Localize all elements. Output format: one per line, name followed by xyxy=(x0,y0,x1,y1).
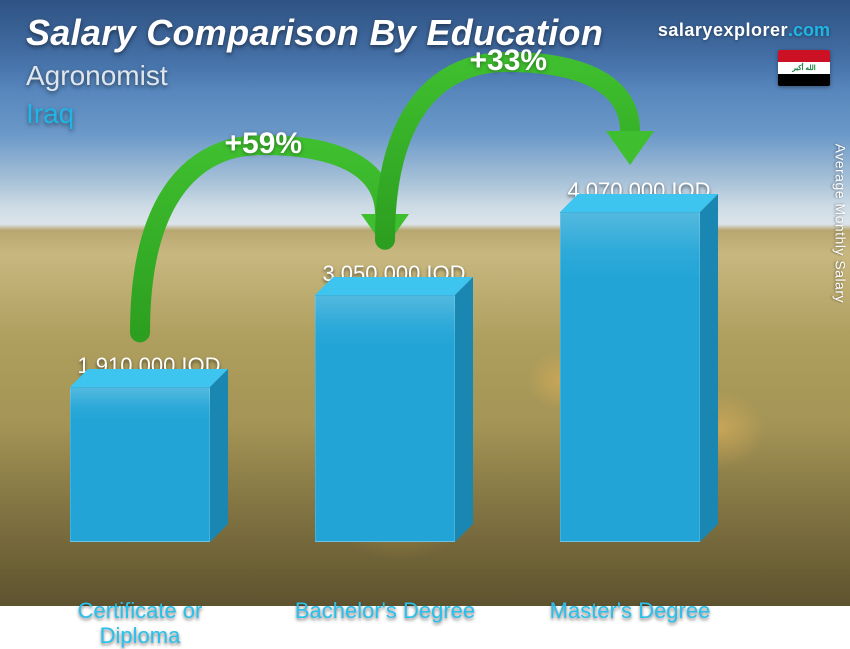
bar-side xyxy=(455,277,473,542)
job-title: Agronomist xyxy=(26,60,603,92)
country-name: Iraq xyxy=(26,98,603,130)
bar-side xyxy=(210,369,228,542)
flag-stripe-red xyxy=(778,50,830,62)
brand-tld: .com xyxy=(788,20,830,40)
bar-3d xyxy=(70,387,228,542)
y-axis-label: Average Monthly Salary xyxy=(832,144,848,303)
brand-name: salaryexplorer xyxy=(658,20,788,40)
bar-front xyxy=(70,387,210,542)
page-title: Salary Comparison By Education xyxy=(26,12,603,54)
flag-takbir: الله أكبر xyxy=(792,64,815,72)
flag-stripe-black xyxy=(778,74,830,86)
category-label: Master's Degree xyxy=(530,598,730,623)
bar-side xyxy=(700,194,718,542)
iraq-flag-icon: الله أكبر xyxy=(778,50,830,86)
increase-pct: +59% xyxy=(225,127,303,161)
category-label: Bachelor's Degree xyxy=(285,598,485,623)
brand: salaryexplorer.com xyxy=(658,20,830,41)
header: Salary Comparison By Education Agronomis… xyxy=(26,12,603,130)
flag-stripe-white: الله أكبر xyxy=(778,62,830,74)
background-field: Salary Comparison By Education Agronomis… xyxy=(0,0,850,606)
